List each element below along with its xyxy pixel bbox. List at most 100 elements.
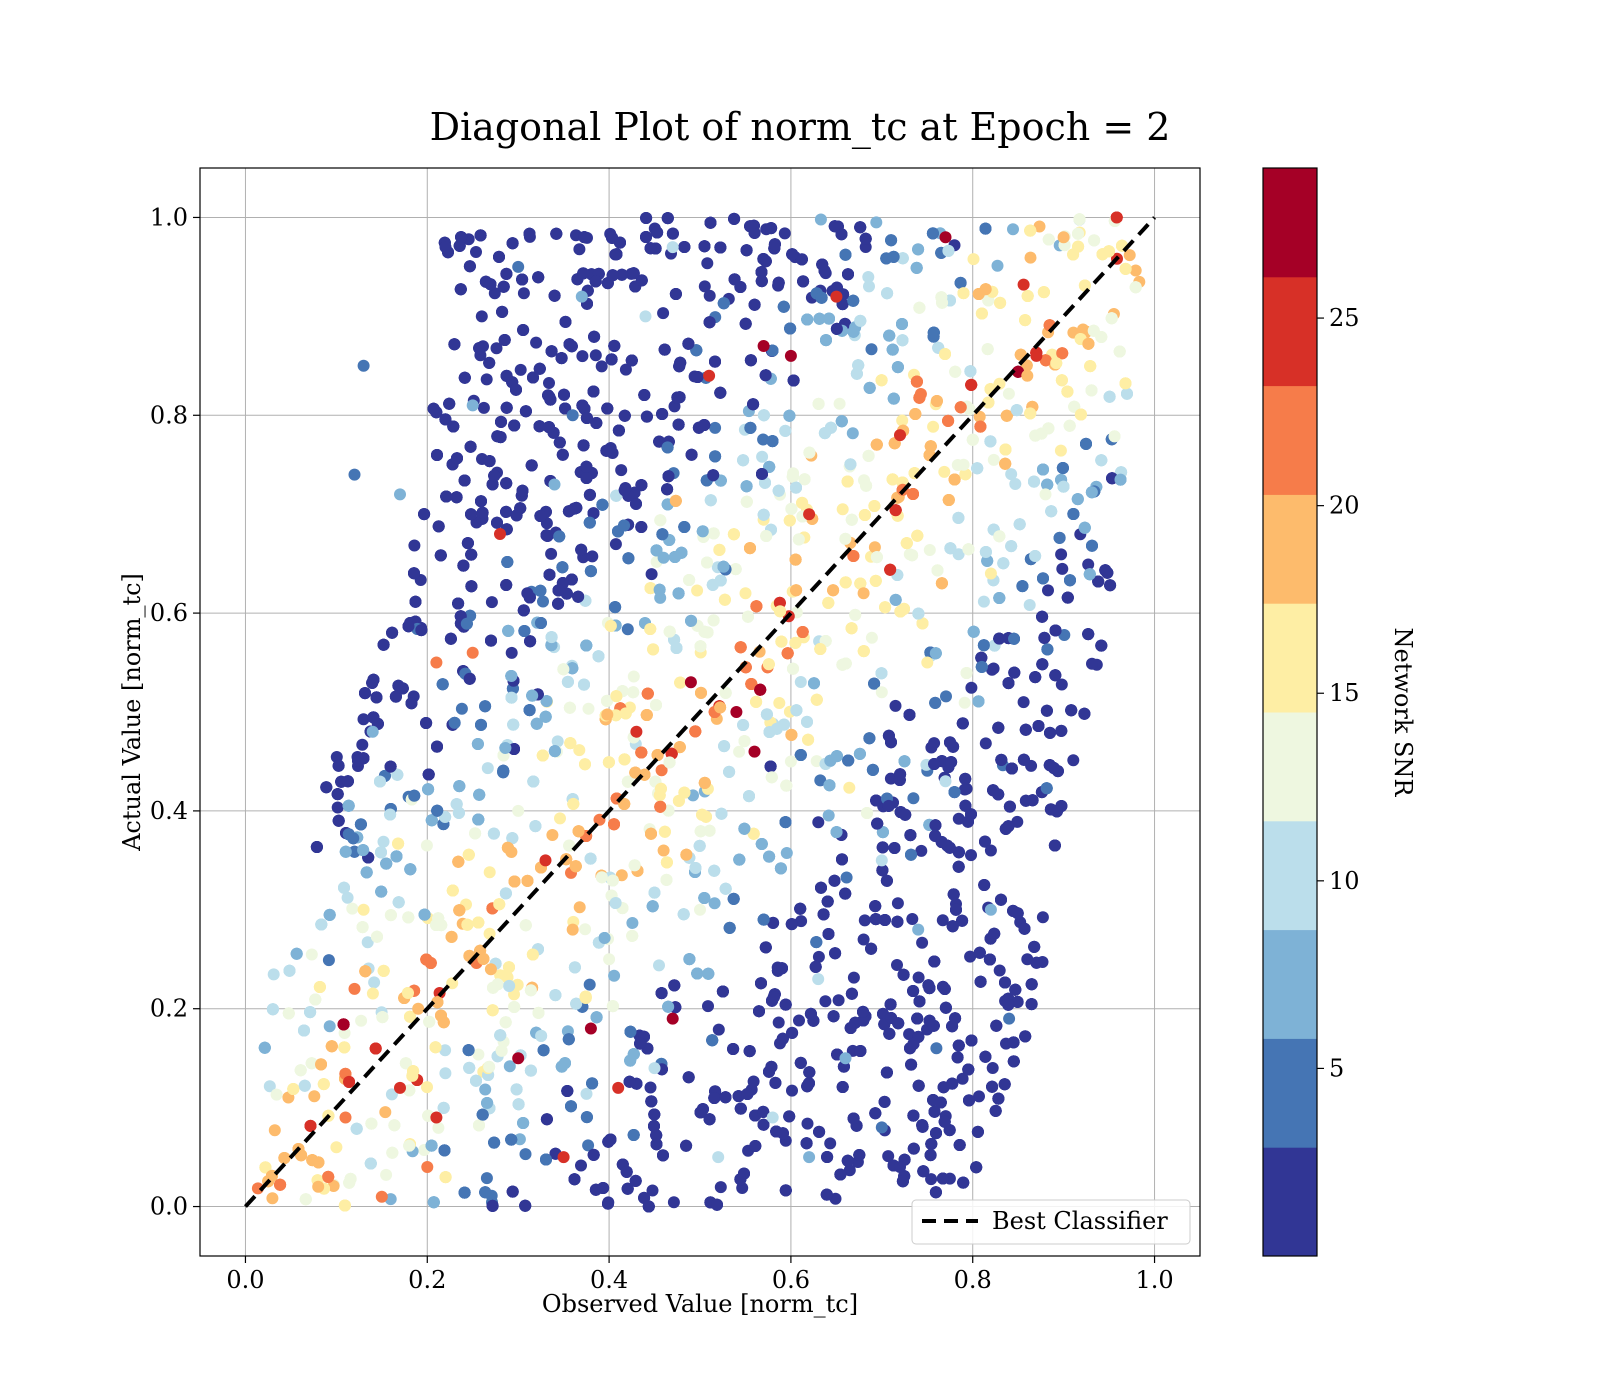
scatter-point [533,362,546,375]
scatter-point [447,420,460,433]
scatter-point [455,702,468,715]
scatter-point [460,617,473,630]
scatter-point [870,438,883,451]
scatter-point [740,480,753,493]
scatter-point [696,525,709,538]
scatter-point [501,556,514,568]
scatter-point [860,479,873,492]
scatter-point [629,766,642,779]
scatter-point [942,494,955,506]
scatter-point [952,860,965,873]
scatter-point [701,257,714,270]
scatter-point [785,918,798,931]
scatter-point [641,687,654,700]
scatter-point [903,1028,916,1041]
scatter-point [728,212,741,225]
scatter-point [1017,278,1030,291]
scatter-point [842,268,854,281]
scatter-point [1067,754,1080,767]
scatter-point [876,826,889,839]
scatter-point [486,1199,499,1212]
scatter-point [431,449,443,461]
scatter-point [565,1100,577,1113]
scatter-point [999,976,1011,989]
scatter-point [819,995,832,1008]
scatter-point [765,1060,778,1073]
scatter-point [803,1066,816,1079]
scatter-point [802,733,815,746]
scatter-point [635,521,648,533]
scatter-point [485,634,497,647]
scatter-point [519,405,532,418]
scatter-point [408,539,421,552]
scatter-point [298,1024,310,1037]
scatter-point [685,448,698,461]
scatter-point [608,339,621,352]
scatter-point [820,1188,833,1201]
scatter-point [396,682,409,695]
scatter-point [644,1081,657,1094]
scatter-point [519,919,532,932]
scatter-point [682,1071,695,1084]
scatter-point [602,1197,614,1210]
scatter-point [1110,211,1123,224]
scatter-point [432,520,445,533]
scatter-point [1095,639,1108,652]
scatter-point [762,658,775,671]
scatter-point [650,1138,663,1151]
scatter-point [375,846,387,859]
scatter-point [854,221,867,234]
scatter-point [1043,759,1056,772]
scatter-point [931,564,944,577]
scatter-point [673,741,686,754]
scatter-point [477,401,490,414]
scatter-point [868,500,881,512]
scatter-point [493,898,506,911]
scatter-point [789,553,802,566]
scatter-point [371,930,383,943]
scatter-point [473,1119,485,1132]
scatter-point [750,695,763,708]
scatter-point [494,1029,507,1042]
scatter-point [1067,508,1080,520]
scatter-point [775,635,788,648]
scatter-point [418,508,431,521]
scatter-point [476,506,489,519]
scatter-point [579,758,591,771]
scatter-point [781,647,794,660]
scatter-point [332,759,345,772]
scatter-point [812,950,825,963]
scatter-point [491,978,504,991]
scatter-point [481,762,494,775]
scatter-points [251,211,1146,1213]
scatter-point [496,305,509,318]
scatter-point [907,792,920,805]
scatter-point [916,936,929,949]
scatter-point [621,623,634,636]
scatter-point [717,297,730,310]
scatter-point [654,800,667,813]
scatter-point [305,948,318,961]
scatter-point [1049,669,1062,682]
scatter-point [1085,486,1098,499]
scatter-point [852,359,865,372]
scatter-point [290,947,303,960]
scatter-point [508,419,521,432]
scatter-point [580,460,593,473]
scatter-point [601,708,614,721]
scatter-point [876,841,889,854]
scatter-point [962,543,975,556]
scatter-point [579,992,592,1004]
scatter-point [702,1000,714,1013]
scatter-point [869,913,882,926]
scatter-point [1082,558,1095,571]
scatter-point [658,825,671,838]
scatter-point [282,1007,295,1020]
scatter-point [524,1064,537,1077]
scatter-point [768,238,781,251]
scatter-point [432,1121,445,1134]
scatter-point [427,1196,440,1209]
scatter-point [403,1139,416,1152]
scatter-point [465,580,478,593]
scatter-point [465,548,478,561]
